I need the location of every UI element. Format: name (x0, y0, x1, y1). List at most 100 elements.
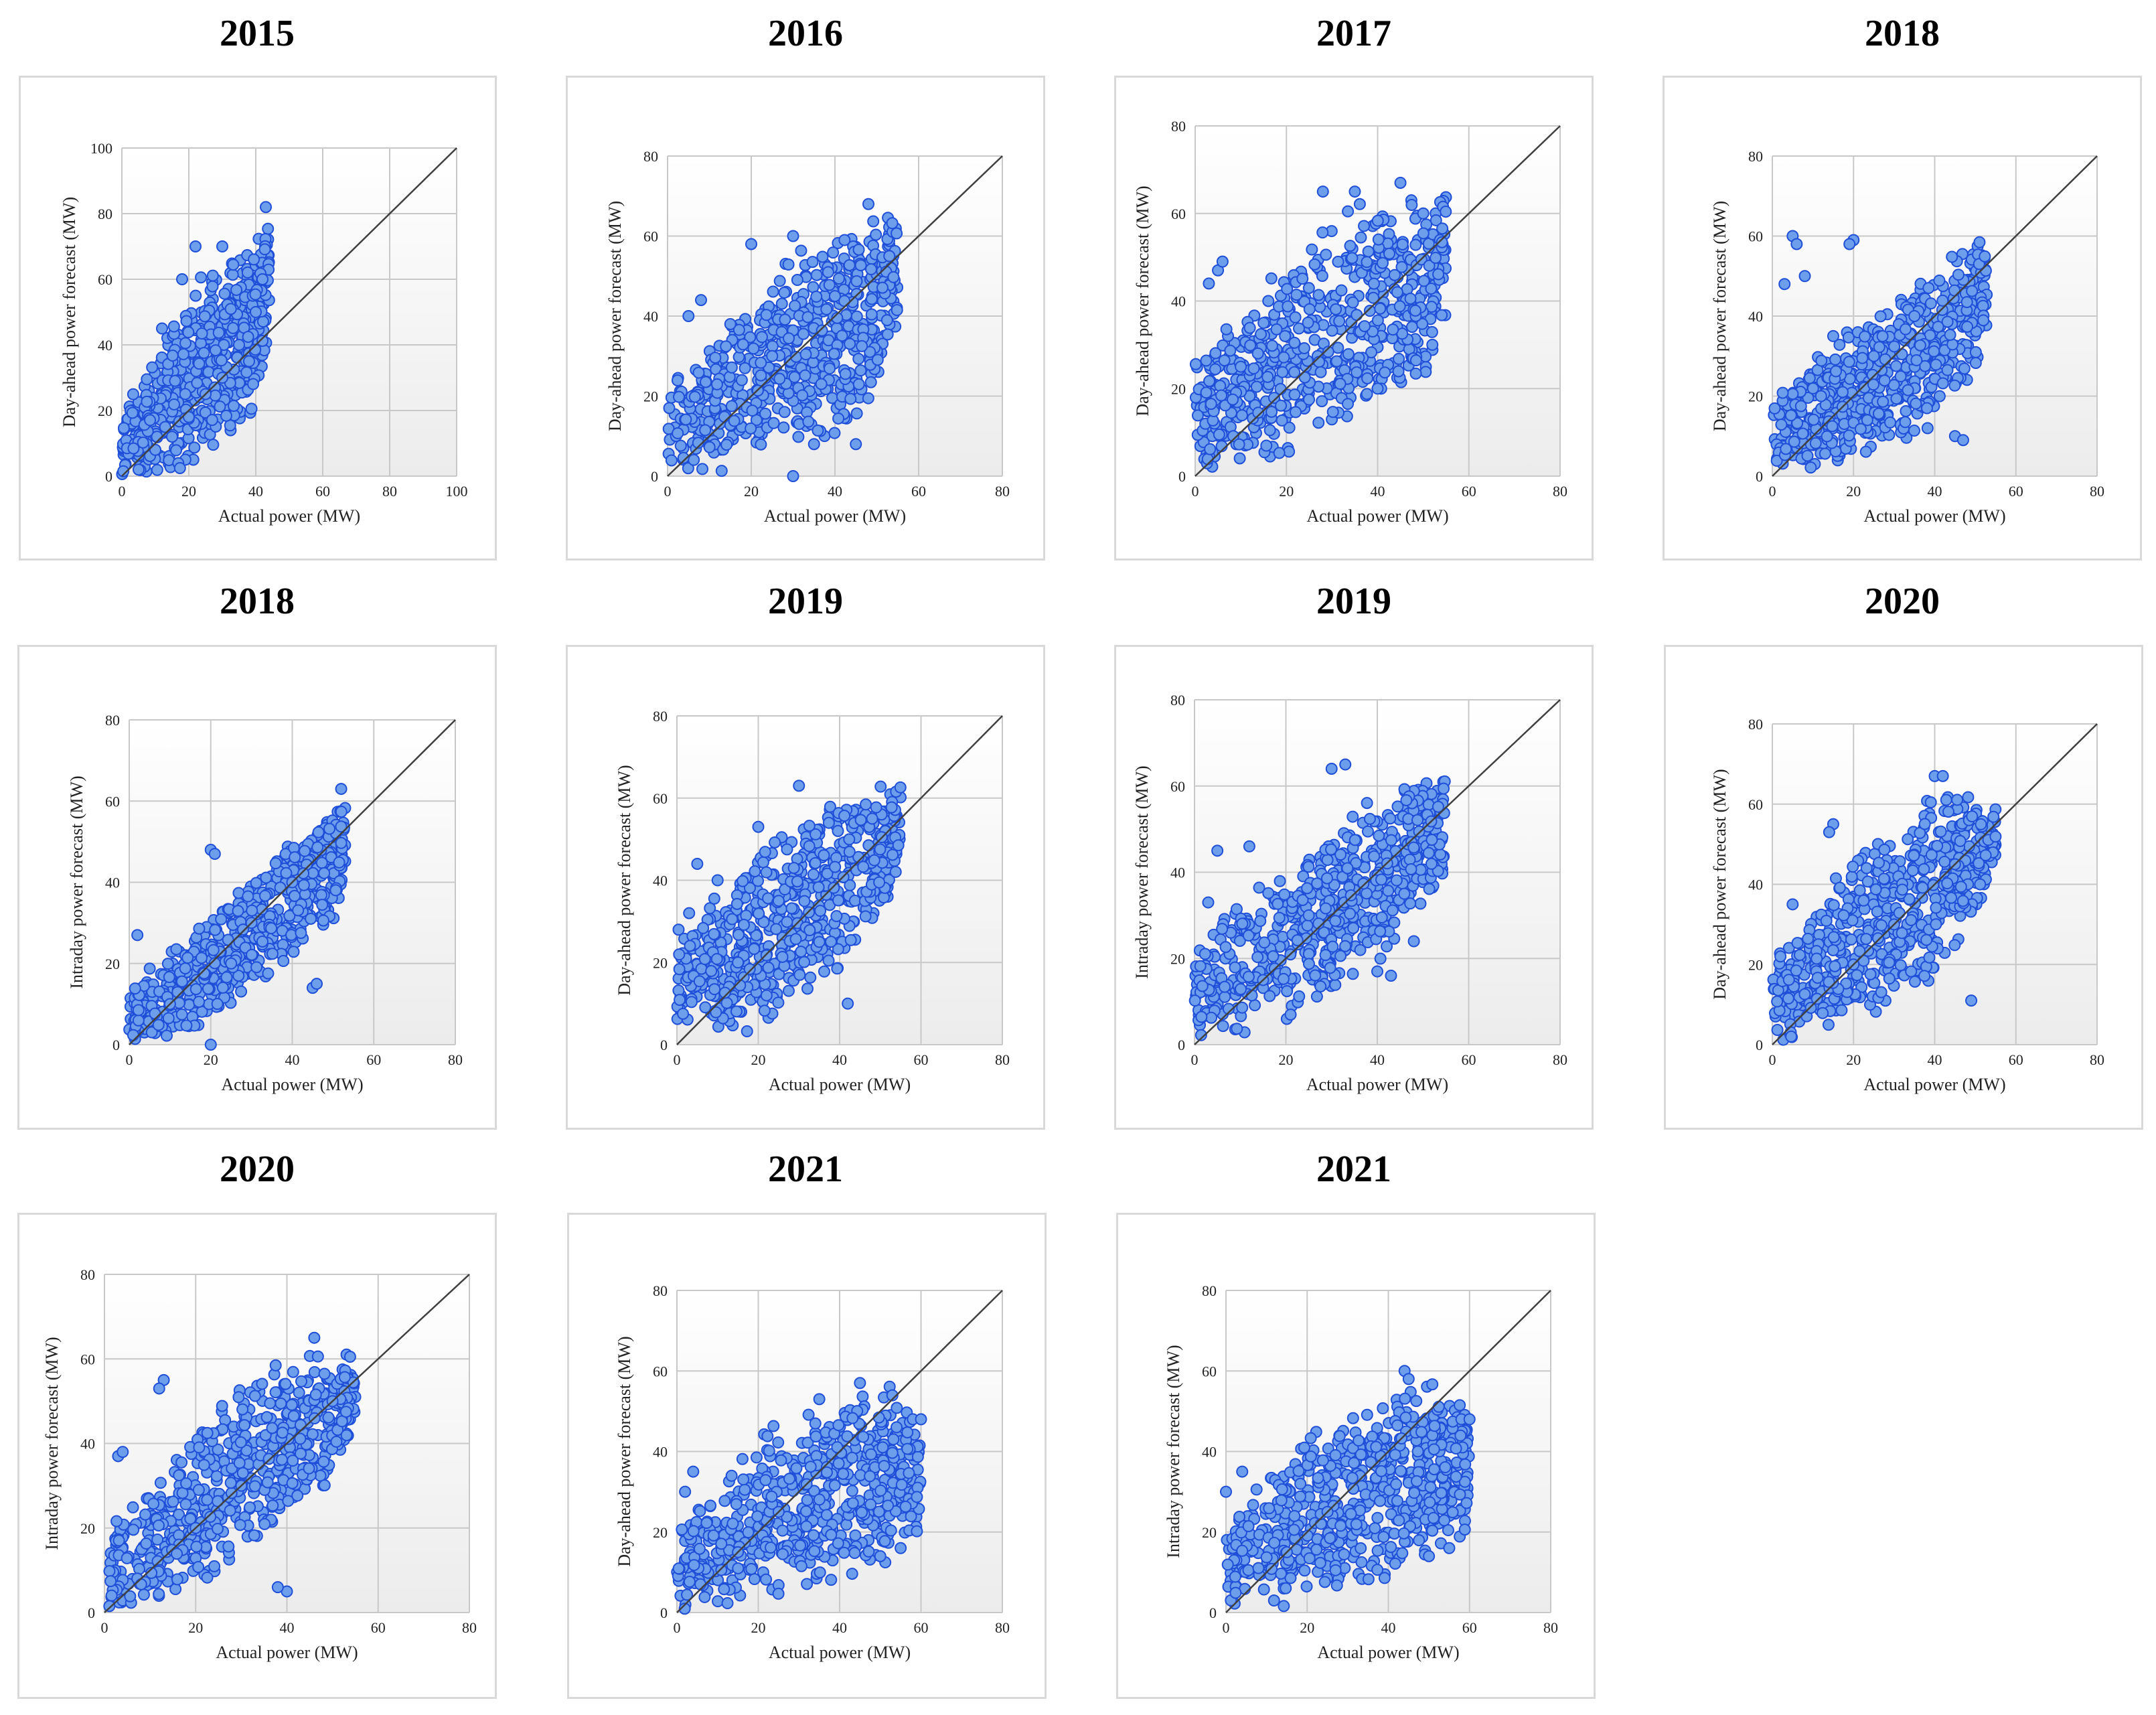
data-point (1946, 250, 1958, 263)
data-point (132, 1014, 145, 1027)
data-point (170, 444, 183, 457)
data-point (1354, 944, 1367, 956)
data-point (672, 427, 684, 439)
data-point (1255, 328, 1267, 341)
data-point (1396, 238, 1409, 250)
data-point (864, 376, 877, 388)
data-point (242, 890, 254, 903)
data-point (810, 269, 823, 281)
data-point (1791, 937, 1804, 950)
data-point (132, 1004, 145, 1017)
y-axis-label: Day-ahead power forecast (MW) (605, 201, 625, 431)
data-point (720, 340, 733, 353)
data-point (816, 324, 828, 337)
data-point (1948, 379, 1961, 392)
data-point (162, 1012, 175, 1025)
data-point (850, 407, 863, 420)
data-point (198, 346, 210, 359)
data-point (285, 929, 298, 942)
data-point (770, 923, 783, 936)
data-point (1243, 840, 1255, 852)
data-point (1361, 372, 1374, 384)
data-point (663, 402, 676, 415)
x-tick-label: 60 (315, 483, 330, 500)
data-point (1303, 303, 1316, 315)
data-point (127, 1029, 139, 1041)
data-point (812, 881, 825, 893)
data-point (1302, 861, 1315, 873)
data-point (854, 364, 867, 377)
data-point (1371, 965, 1383, 978)
data-point (1788, 435, 1800, 448)
y-tick-label: 60 (1748, 228, 1763, 245)
data-point (1342, 348, 1355, 360)
data-point (1334, 950, 1347, 962)
data-point (215, 354, 228, 367)
data-point (1409, 367, 1422, 380)
data-point (1243, 321, 1256, 334)
data-point (129, 982, 141, 995)
data-point (759, 407, 772, 420)
data-point (892, 839, 905, 852)
data-point (141, 373, 153, 386)
y-tick-label: 20 (1170, 950, 1185, 967)
data-point (1417, 227, 1430, 240)
data-point (1195, 1011, 1208, 1023)
data-point (1874, 310, 1887, 323)
data-point (1819, 447, 1831, 460)
data-point (1946, 338, 1959, 351)
data-point (177, 348, 189, 360)
data-point (1423, 883, 1436, 895)
data-point (1432, 268, 1445, 281)
data-point (1390, 874, 1403, 887)
data-point (1250, 380, 1263, 393)
data-point (1235, 983, 1247, 996)
data-point (287, 946, 300, 958)
data-point (1914, 339, 1926, 352)
data-point (250, 306, 262, 318)
data-point (1899, 323, 1912, 335)
data-point (720, 439, 733, 451)
data-point (182, 326, 195, 339)
y-tick-label: 40 (1748, 308, 1763, 325)
data-point (795, 244, 807, 257)
y-tick-label: 100 (90, 140, 112, 157)
data-point (1200, 386, 1213, 399)
data-point (289, 851, 301, 864)
data-point (680, 413, 692, 426)
data-point (787, 230, 799, 242)
data-point (1200, 354, 1213, 367)
data-point (1407, 841, 1420, 854)
x-tick-label: 40 (285, 1051, 300, 1068)
data-point (1216, 255, 1229, 268)
data-point (1801, 449, 1814, 462)
data-point (1843, 356, 1855, 368)
data-point (240, 366, 253, 378)
data-point (175, 975, 188, 988)
data-point (1776, 386, 1789, 399)
x-tick-label: 80 (995, 483, 1010, 500)
data-point (1414, 897, 1427, 910)
data-point (1316, 269, 1328, 282)
data-point (335, 783, 348, 796)
data-point (705, 965, 718, 978)
data-point (1921, 422, 1934, 435)
data-point (1374, 925, 1387, 938)
data-point (838, 234, 851, 246)
y-axis-label: Day-ahead power forecast (MW) (1710, 201, 1729, 431)
y-tick-label: 80 (98, 206, 112, 222)
data-point (1353, 198, 1366, 210)
data-point (1342, 205, 1355, 218)
data-point (859, 910, 872, 923)
y-tick-label: 0 (1178, 1037, 1185, 1053)
data-point (1375, 873, 1388, 886)
x-tick-label: 80 (1553, 1051, 1567, 1068)
data-point (1329, 978, 1342, 991)
data-point (1958, 362, 1971, 375)
data-point (1803, 372, 1816, 384)
x-tick-label: 100 (446, 483, 468, 500)
y-axis-label: Intraday power forecast (MW) (67, 775, 86, 988)
data-point (1948, 284, 1960, 297)
